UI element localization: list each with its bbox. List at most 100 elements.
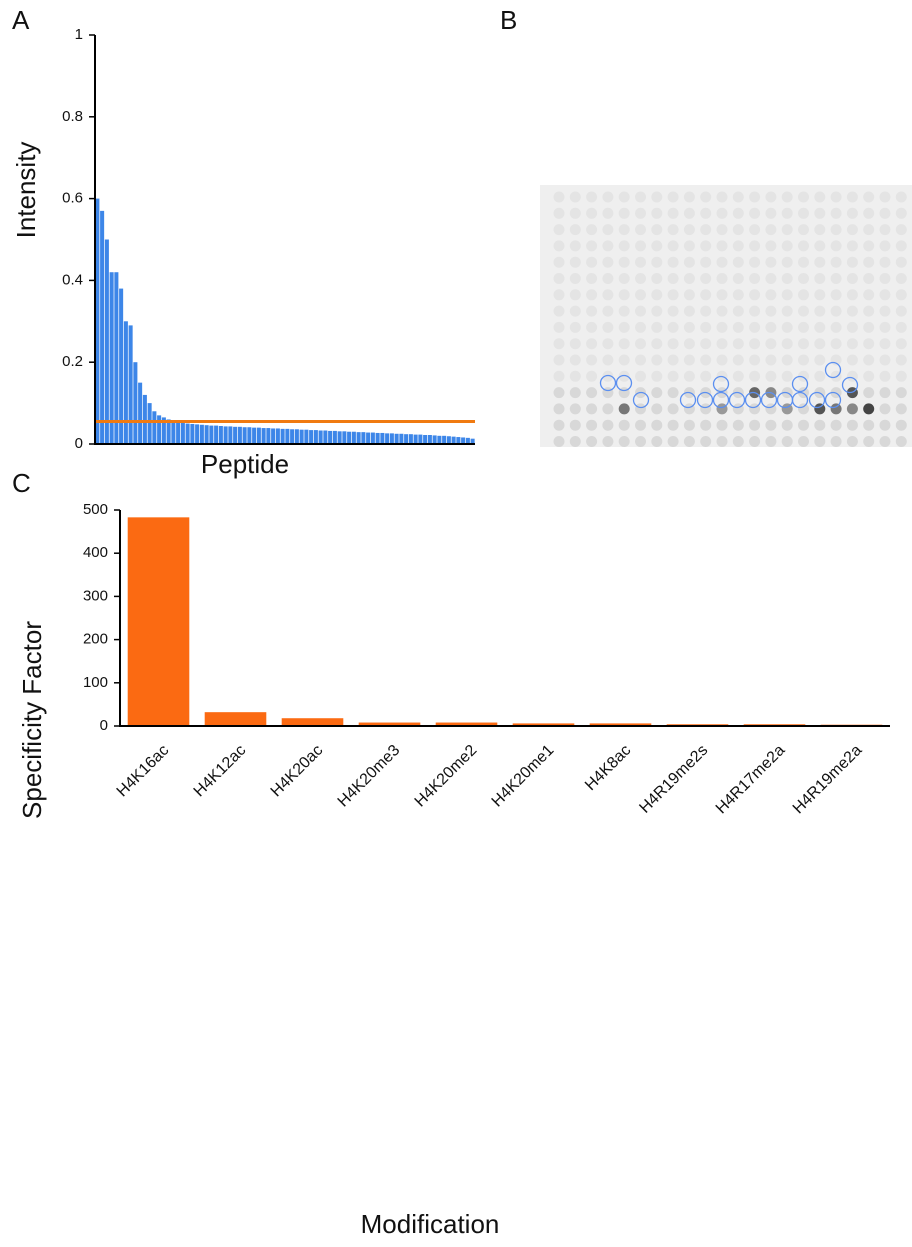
blot-dot: [880, 208, 891, 219]
blot-dot: [765, 355, 776, 366]
blot-dot: [651, 240, 662, 251]
blot-dot: [602, 420, 613, 431]
blot-dot: [749, 355, 760, 366]
blot-dot: [570, 371, 581, 382]
blot-dot: [554, 355, 565, 366]
blot-dot: [668, 224, 679, 235]
bar: [128, 517, 190, 726]
blot-dot: [570, 387, 581, 398]
blot-dot: [847, 403, 858, 414]
bar: [314, 430, 318, 444]
blot-dot: [765, 224, 776, 235]
blot-dot: [782, 208, 793, 219]
blot-dot: [635, 289, 646, 300]
blot-dot: [619, 192, 630, 203]
y-tick-label: 0.4: [62, 271, 83, 288]
blot-dot: [798, 208, 809, 219]
blot-dot: [749, 322, 760, 333]
blot-dot: [798, 306, 809, 317]
blot-dot: [814, 192, 825, 203]
figure: A00.20.40.60.81IntensityPeptideBC0100200…: [0, 0, 912, 1247]
blot-dot: [814, 420, 825, 431]
blot-dot: [765, 371, 776, 382]
blot-dot: [880, 322, 891, 333]
blot-dot: [668, 192, 679, 203]
bar: [138, 383, 142, 444]
blot-dot: [733, 289, 744, 300]
bar: [409, 434, 413, 444]
blot-dot: [798, 273, 809, 284]
blot-dot: [896, 371, 907, 382]
bar: [247, 427, 251, 444]
blot-dot: [700, 322, 711, 333]
blot-dot: [619, 257, 630, 268]
blot-dot: [651, 289, 662, 300]
blot-dot: [602, 208, 613, 219]
blot-dot: [602, 322, 613, 333]
blot-dot: [765, 273, 776, 284]
x-tick-label: H4R19me2a: [790, 742, 866, 818]
x-tick-label: H4K20me1: [489, 742, 558, 811]
blot-dot: [814, 273, 825, 284]
blot-dot: [700, 240, 711, 251]
blot-dot: [635, 208, 646, 219]
blot-dot: [586, 322, 597, 333]
blot-dot: [668, 403, 679, 414]
blot-dot: [619, 224, 630, 235]
page: {"chart_data": [ {"type": "bar", "panel"…: [0, 0, 912, 1247]
blot-dot: [847, 273, 858, 284]
blot-dot: [602, 289, 613, 300]
bar: [390, 433, 394, 444]
blot-dot: [798, 322, 809, 333]
blot-dot: [602, 306, 613, 317]
blot-dot: [684, 436, 695, 447]
blot-dot: [863, 355, 874, 366]
blot-dot: [586, 371, 597, 382]
blot-dot: [651, 338, 662, 349]
blot-dot: [619, 289, 630, 300]
blot-dot: [700, 224, 711, 235]
blot-dot: [831, 224, 842, 235]
blot-dot: [602, 192, 613, 203]
bar: [285, 429, 289, 444]
bar: [418, 435, 422, 444]
blot-dot: [668, 208, 679, 219]
blot-dot: [863, 420, 874, 431]
blot-dot: [798, 192, 809, 203]
bar: [304, 430, 308, 444]
bar: [380, 433, 384, 444]
blot-dot: [863, 192, 874, 203]
blot-dot: [863, 273, 874, 284]
blot-dot: [651, 371, 662, 382]
y-tick-label: 0: [100, 717, 108, 734]
blot-dot: [635, 371, 646, 382]
blot-dot: [765, 436, 776, 447]
blot-dot: [880, 387, 891, 398]
y-tick-label: 0.8: [62, 108, 83, 125]
blot-dot: [733, 192, 744, 203]
bar: [271, 428, 275, 444]
blot-dot: [798, 289, 809, 300]
bar: [338, 431, 342, 444]
blot-dot: [814, 208, 825, 219]
blot-dot: [602, 224, 613, 235]
blot-dot: [619, 240, 630, 251]
blot-dot: [651, 420, 662, 431]
blot-dot: [765, 192, 776, 203]
bar: [433, 435, 437, 444]
blot-dot: [668, 371, 679, 382]
bar: [252, 428, 256, 444]
blot-dot: [684, 192, 695, 203]
bar: [266, 428, 270, 444]
blot-dot: [602, 436, 613, 447]
blot-dot: [586, 240, 597, 251]
blot-dot: [863, 306, 874, 317]
blot-dot: [586, 436, 597, 447]
blot-dot: [554, 289, 565, 300]
blot-dot: [880, 289, 891, 300]
blot-dot: [651, 208, 662, 219]
x-tick-label: H4K12ac: [191, 742, 250, 801]
blot-dot: [717, 192, 728, 203]
blot-dot: [700, 338, 711, 349]
blot-dot: [554, 436, 565, 447]
